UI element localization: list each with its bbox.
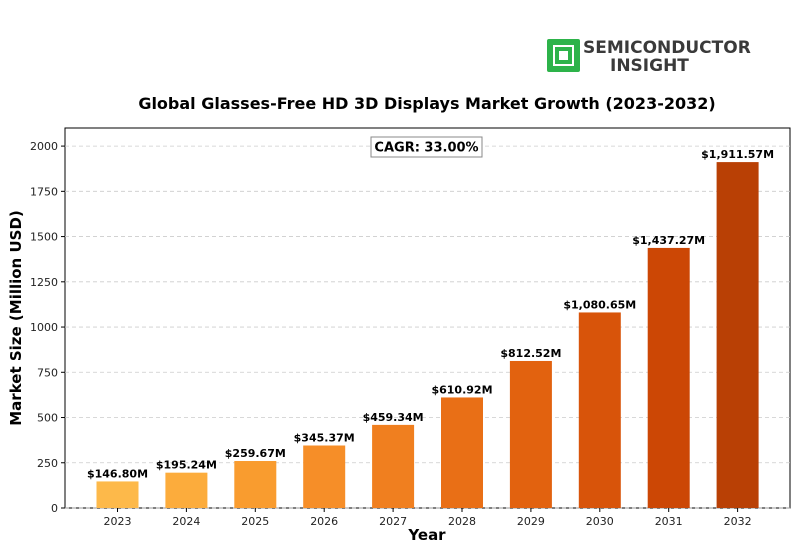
bar-2024 xyxy=(165,472,208,508)
value-label-2023: $146.80M xyxy=(87,467,148,480)
bar-2030 xyxy=(578,312,621,508)
x-tick-label-2024: 2024 xyxy=(172,515,200,528)
x-tick-label-2028: 2028 xyxy=(448,515,476,528)
bar-2032 xyxy=(716,162,759,508)
bars xyxy=(96,162,759,508)
y-tick-label: 2000 xyxy=(30,140,58,153)
cagr-box xyxy=(370,136,483,158)
y-axis-title: Market Size (Million USD) xyxy=(7,210,25,426)
bar-2029 xyxy=(509,360,552,508)
value-label-2030: $1,080.65M xyxy=(563,298,636,311)
value-label-2031: $1,437.27M xyxy=(632,234,705,247)
y-tick-label: 1750 xyxy=(30,185,58,198)
value-labels: $146.80M $195.24M $259.67M $345.37M $459.34M… xyxy=(87,148,774,480)
chart-title: Global Glasses-Free HD 3D Displays Marke… xyxy=(138,94,715,113)
value-label-2028: $610.92M xyxy=(431,383,492,396)
x-axis-title: Year xyxy=(407,526,446,544)
y-tick-label: 1500 xyxy=(30,231,58,244)
x-tick-label-2032: 2032 xyxy=(724,515,752,528)
logo-line1: SEMICONDUCTOR xyxy=(583,38,751,58)
value-label-2029: $812.52M xyxy=(500,347,561,360)
x-axis-ticks: 2023 2024 2025 2026 2027 2028 2029 2030 2031 2032 xyxy=(104,508,752,528)
y-tick-label: 250 xyxy=(37,457,58,470)
x-tick-label-2029: 2029 xyxy=(517,515,545,528)
cagr-annotation: CAGR: 33.00% xyxy=(370,136,483,158)
logo-line2: INSIGHT xyxy=(610,56,689,76)
value-label-2032: $1,911.57M xyxy=(701,148,774,161)
y-tick-label: 1000 xyxy=(30,321,58,334)
bar-2031 xyxy=(647,247,690,508)
y-axis-ticks: 0 250 500 750 1000 1250 1500 1750 2000 xyxy=(30,140,65,515)
y-tick-label: 1250 xyxy=(30,276,58,289)
y-tick-label: 750 xyxy=(37,366,58,379)
cagr-label: CAGR: 33.00% xyxy=(374,141,478,156)
y-tick-label: 0 xyxy=(51,502,58,515)
value-label-2026: $345.37M xyxy=(294,432,355,445)
bar-2026 xyxy=(303,445,346,508)
y-tick-label: 500 xyxy=(37,412,58,425)
bar-2027 xyxy=(372,424,415,508)
bar-2025 xyxy=(234,461,277,508)
value-label-2024: $195.24M xyxy=(156,459,217,472)
x-tick-label-2026: 2026 xyxy=(310,515,338,528)
x-tick-label-2023: 2023 xyxy=(104,515,132,528)
bar-2023 xyxy=(96,481,139,508)
x-tick-label-2030: 2030 xyxy=(586,515,614,528)
value-label-2025: $259.67M xyxy=(225,447,286,460)
chip-icon xyxy=(547,39,580,72)
plot-area xyxy=(64,127,791,509)
logo: SEMICONDUCTOR INSIGHT xyxy=(547,38,751,76)
value-label-2027: $459.34M xyxy=(363,411,424,424)
x-tick-label-2031: 2031 xyxy=(655,515,683,528)
x-tick-label-2025: 2025 xyxy=(241,515,269,528)
bar-2028 xyxy=(441,397,483,508)
x-tick-label-2027: 2027 xyxy=(379,515,407,528)
